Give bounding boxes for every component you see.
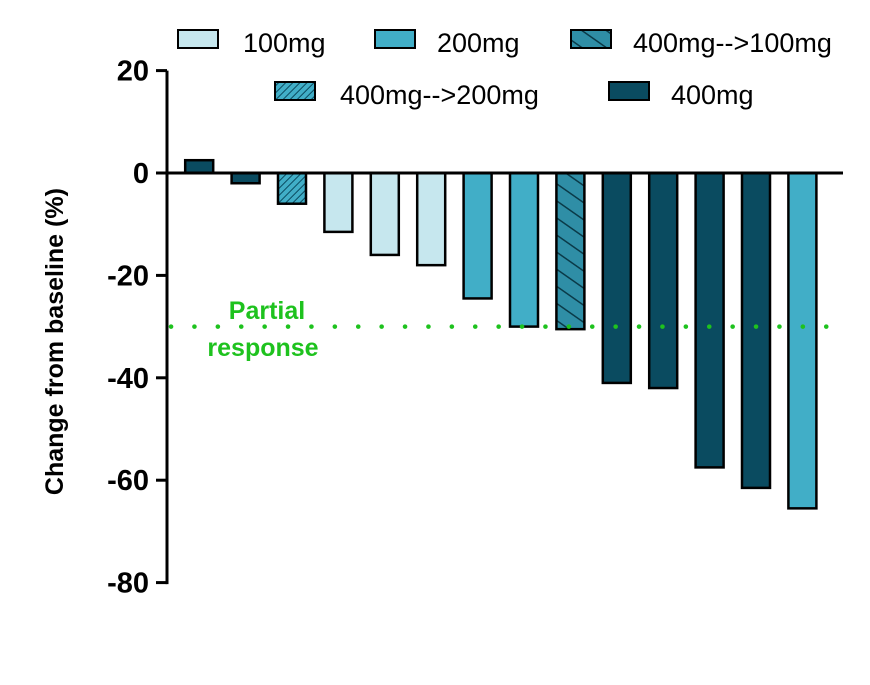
bars — [183, 158, 818, 510]
bar-9 — [555, 171, 586, 331]
legend-swatch — [608, 81, 650, 101]
y-tick-label: -20 — [107, 260, 149, 292]
legend-swatch — [374, 29, 416, 49]
bar-6 — [415, 171, 447, 267]
bar-14 — [787, 171, 818, 510]
y-tick-label: -80 — [107, 568, 149, 600]
legend-item: 400mg — [608, 80, 754, 110]
y-tick-label: -40 — [107, 363, 149, 395]
bar-3 — [276, 171, 308, 205]
bar-12 — [694, 171, 725, 469]
legend-item: 200mg — [374, 28, 520, 58]
legend-swatch — [177, 29, 219, 49]
chart-legend: 100mg 200mg 400mg-->100mg 400mg-->200mg 400m… — [177, 28, 832, 110]
partial-response-label-2: response — [207, 334, 318, 362]
legend-label: 100mg — [243, 28, 326, 58]
bar-11 — [647, 171, 679, 390]
legend-label: 400mg — [671, 80, 754, 110]
legend-item: 400mg-->100mg — [570, 28, 832, 58]
legend-label: 400mg-->100mg — [633, 28, 832, 58]
legend-swatch — [570, 29, 612, 49]
bar-8 — [508, 171, 540, 328]
bar-10 — [601, 171, 633, 385]
partial-response-group: Partial response — [168, 297, 845, 362]
y-tick-label: -60 — [107, 465, 149, 497]
legend-item: 100mg — [177, 28, 326, 58]
y-axis-title: Change from baseline (%) — [41, 188, 69, 495]
legend-label: 400mg-->200mg — [340, 80, 539, 110]
legend-label: 200mg — [437, 28, 520, 58]
bar-4 — [323, 171, 354, 234]
bar-5 — [369, 171, 401, 257]
legend-swatch — [274, 81, 316, 101]
y-axis: 20 0 -20 -40 -60 -80 Change from baseline (%) — [41, 56, 169, 600]
bar-2 — [230, 171, 261, 185]
y-tick-label: 20 — [117, 56, 149, 88]
bar-7 — [462, 171, 493, 300]
bar-1 — [183, 158, 215, 175]
bar-13 — [740, 171, 772, 490]
partial-response-label-1: Partial — [229, 297, 305, 325]
legend-item: 400mg-->200mg — [274, 80, 539, 110]
y-tick-label: 0 — [133, 158, 149, 190]
